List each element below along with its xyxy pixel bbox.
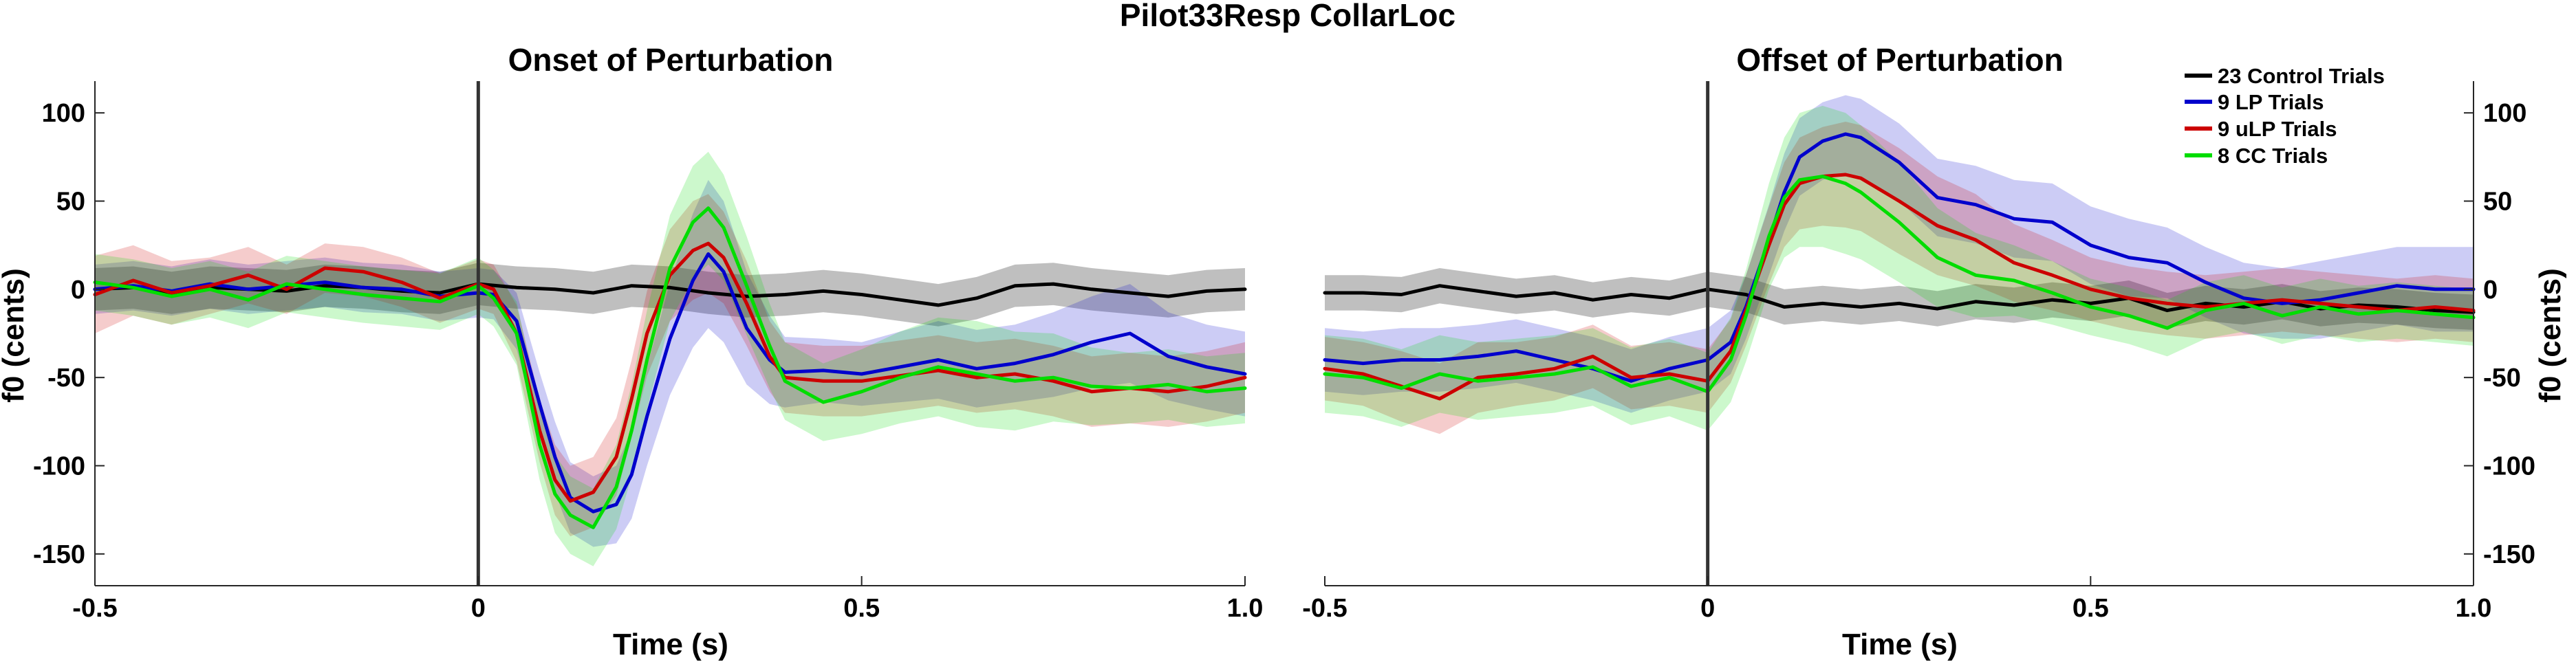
panel-onset: Onset of Perturbation -0.5 0 0.5 1.0100500-… [0,42,1263,661]
y-tick-label-onset: 0 [71,276,85,305]
chart-title: Pilot33Resp CollarLoc [1120,0,1455,33]
panel-onset-title: Onset of Perturbation [508,42,834,78]
line-onset-cc [93,206,1247,529]
x-tick-label-offset: -0.5 [1302,594,1347,623]
y-tick-label-onset: 50 [56,188,85,217]
line-offset-cc [1323,175,2476,394]
y-tick-label-offset: -100 [2483,452,2535,481]
y-tick-label-offset: -150 [2483,540,2535,569]
panel-onset-ylabel: f0 (cents) [0,268,30,403]
panel-onset-lines [93,206,1247,529]
y-tick-label-offset: -50 [2483,364,2521,393]
panel-offset-ylabel: f0 (cents) [2533,268,2567,403]
x-tick-label-onset: -0.5 [72,594,117,623]
y-tick-label-offset: 100 [2483,99,2526,128]
band-offset-ulp [1325,122,2474,434]
legend-label-ulp: 9 uLP Trials [2218,117,2337,141]
band-offset-control [1325,268,2474,330]
y-tick-label-offset: 0 [2483,276,2498,305]
y-tick-label-onset: -100 [33,452,85,481]
x-tick-label-offset: 0.5 [2072,594,2109,623]
x-tick-label-onset: 0 [471,594,486,623]
legend-label-cc: 8 CC Trials [2218,144,2328,168]
panel-offset-xlabel: Time (s) [1842,628,1958,661]
line-onset-ulp [93,241,1247,503]
y-tick-label-offset: 50 [2483,188,2512,217]
x-tick-label-onset: 1.0 [1227,594,1264,623]
panel-offset-title: Offset of Perturbation [1736,42,2063,78]
y-tick-label-onset: -150 [33,540,85,569]
band-offset-lp [1325,95,2474,413]
line-offset-control [1323,284,2476,314]
panel-offset-lines [1323,132,2476,401]
x-tick-label-onset: 0.5 [843,594,880,623]
panel-offset-bands [1325,95,2474,434]
band-onset-lp [95,179,1245,547]
legend-label-control: 23 Control Trials [2218,64,2385,88]
band-onset-ulp [95,194,1245,537]
panel-offset-axes: -0.5 0 0.5 1.0 100 50 0 -50 -100 -150 [1302,81,2535,623]
band-onset-cc [95,151,1245,566]
line-offset-ulp [1323,173,2476,401]
band-offset-cc [1325,105,2474,431]
legend-label-lp: 9 LP Trials [2218,90,2324,114]
panel-onset-bands [95,151,1245,566]
x-tick-label-offset: 1.0 [2456,594,2492,623]
legend: 23 Control Trials 9 LP Trials 9 uLP Tria… [2185,64,2385,168]
line-offset-lp [1323,132,2476,383]
panel-onset-xlabel: Time (s) [613,628,728,661]
x-tick-label-offset: 0 [1700,594,1715,623]
panel-offset: Offset of Perturbation -0.5 0 0.5 1.0 100 50 0… [1302,42,2567,661]
y-tick-label-onset: -50 [47,364,85,393]
panel-onset-axes: -0.5 0 0.5 1.0 100 50 0 -50 -100 -150 [33,81,1263,623]
y-tick-label-onset: 100 [42,99,85,128]
line-onset-control [93,282,1247,307]
line-onset-lp [93,252,1247,514]
